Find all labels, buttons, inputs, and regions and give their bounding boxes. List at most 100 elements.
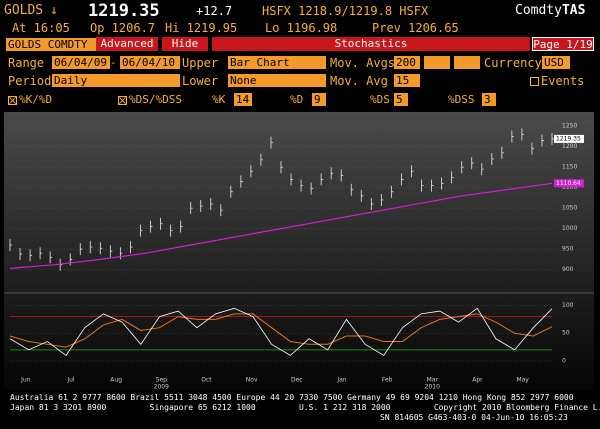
y-tick-label: 50 <box>562 330 570 337</box>
price-bar <box>300 179 304 192</box>
brand-b: TAS <box>561 3 586 18</box>
x-tick-label: Apr <box>472 377 483 384</box>
events-toggle[interactable]: Events <box>530 74 584 88</box>
price-bar <box>210 198 213 211</box>
price-bar <box>29 249 33 262</box>
price-bar <box>431 179 434 192</box>
brand-a: Comdty <box>515 3 562 18</box>
price-bar <box>320 173 324 186</box>
field[interactable] <box>454 56 480 69</box>
price-bar <box>330 167 334 180</box>
prev: Prev 1206.65 <box>372 21 459 35</box>
footer-line: SN 814605 G463-403-0 04-Jun-10 16:05:23 <box>380 413 568 422</box>
field[interactable]: 3 <box>482 93 496 106</box>
price-bar <box>340 169 344 182</box>
price-bar <box>39 247 43 260</box>
label: %DS <box>370 93 390 106</box>
price-bar <box>160 217 163 230</box>
price-bar <box>280 161 283 174</box>
price-bar <box>370 198 374 211</box>
price-bar <box>501 146 504 159</box>
price-bar <box>350 183 354 196</box>
y-tick-label: 900 <box>562 266 574 273</box>
field[interactable]: 9 <box>312 93 326 106</box>
label: Range <box>8 56 45 70</box>
field[interactable] <box>424 56 450 69</box>
price-bar <box>250 165 253 178</box>
footer-line: Japan 81 3 3201 8900 Singapore 65 6212 1… <box>10 403 600 412</box>
price-bar <box>79 243 83 256</box>
page-indicator[interactable]: Page 1/19 <box>532 37 594 51</box>
field[interactable]: 200 <box>394 56 420 69</box>
price-bar <box>551 132 554 145</box>
x-tick-label: Sep <box>156 377 168 384</box>
price-bar <box>109 245 113 258</box>
field[interactable]: 5 <box>394 93 408 106</box>
brand: ComdtyTAS <box>515 3 585 18</box>
price-bar <box>360 189 364 202</box>
field[interactable]: 06/04/10 <box>120 56 180 69</box>
price-bar <box>200 200 203 213</box>
field[interactable]: 15 <box>394 74 420 87</box>
price-bar <box>89 241 93 254</box>
y-tick-label: 1100 <box>562 184 577 191</box>
price-bar <box>531 142 534 155</box>
advanced-button[interactable]: Advanced <box>96 37 158 51</box>
kd-toggle[interactable]: %K/%D <box>8 93 52 106</box>
chart: 900 950 1000 1050 1100 1150 1200 1250 0 50 100 Jun J… <box>4 112 594 391</box>
field[interactable]: USD <box>542 56 570 69</box>
x-tick-label: May <box>516 377 529 384</box>
hide-button[interactable]: Hide <box>162 37 208 51</box>
y-tick-label: 1150 <box>562 164 577 171</box>
price-bar <box>491 152 494 165</box>
label: %DS/%DSS <box>129 93 182 106</box>
price-last-label: 1219.35 <box>556 135 581 142</box>
price-bar <box>49 251 53 264</box>
quote: HSFX 1218.9/1219.8 HSFX <box>262 4 429 18</box>
open: Op 1206.7 <box>90 21 156 35</box>
price-bar <box>380 193 384 206</box>
moving-average <box>9 182 553 269</box>
stoch-d <box>9 313 553 348</box>
x-tick-label: Feb <box>382 377 393 384</box>
price-bar <box>129 241 133 254</box>
price-bar <box>240 175 243 188</box>
label: - <box>110 56 117 69</box>
price-bar <box>19 248 23 261</box>
price-bar <box>180 220 183 233</box>
price-bar <box>521 128 524 141</box>
chart-background <box>4 112 594 390</box>
label: %D <box>290 93 304 106</box>
y-tick-label: 100 <box>562 302 574 309</box>
price-bar <box>170 224 173 237</box>
label: Period <box>8 74 52 88</box>
field[interactable]: Daily <box>52 74 180 87</box>
x-tick-label: Jan <box>336 377 346 384</box>
label: Lower <box>182 74 219 88</box>
price-bar <box>441 177 444 190</box>
price-bar <box>541 134 544 147</box>
field[interactable]: 14 <box>234 93 252 106</box>
arrow: ↓ <box>50 3 58 18</box>
price-bar <box>471 157 474 170</box>
page-title: Stochastics <box>212 37 530 51</box>
year-label: 2010 <box>425 384 440 391</box>
price-bar <box>451 171 454 184</box>
y-tick-label: 1200 <box>562 143 577 150</box>
label: %K/%D <box>19 93 53 106</box>
field[interactable]: None <box>228 74 326 87</box>
price-bar <box>390 185 394 198</box>
field[interactable]: Bar Chart <box>228 56 326 69</box>
high: Hi 1219.95 <box>165 21 238 35</box>
field[interactable]: 06/04/09 <box>52 56 110 69</box>
dsdss-toggle[interactable]: %DS/%DSS <box>118 93 182 106</box>
price-bar <box>99 242 103 255</box>
x-tick-label: Jul <box>66 377 75 384</box>
ma-last-label-box <box>554 179 584 188</box>
price-bar <box>220 204 223 217</box>
x-tick-label: Jun <box>20 377 31 384</box>
security-button[interactable]: GOLDS COMDTY <box>6 38 96 51</box>
stoch-k <box>9 307 553 356</box>
price-bar <box>400 173 404 186</box>
